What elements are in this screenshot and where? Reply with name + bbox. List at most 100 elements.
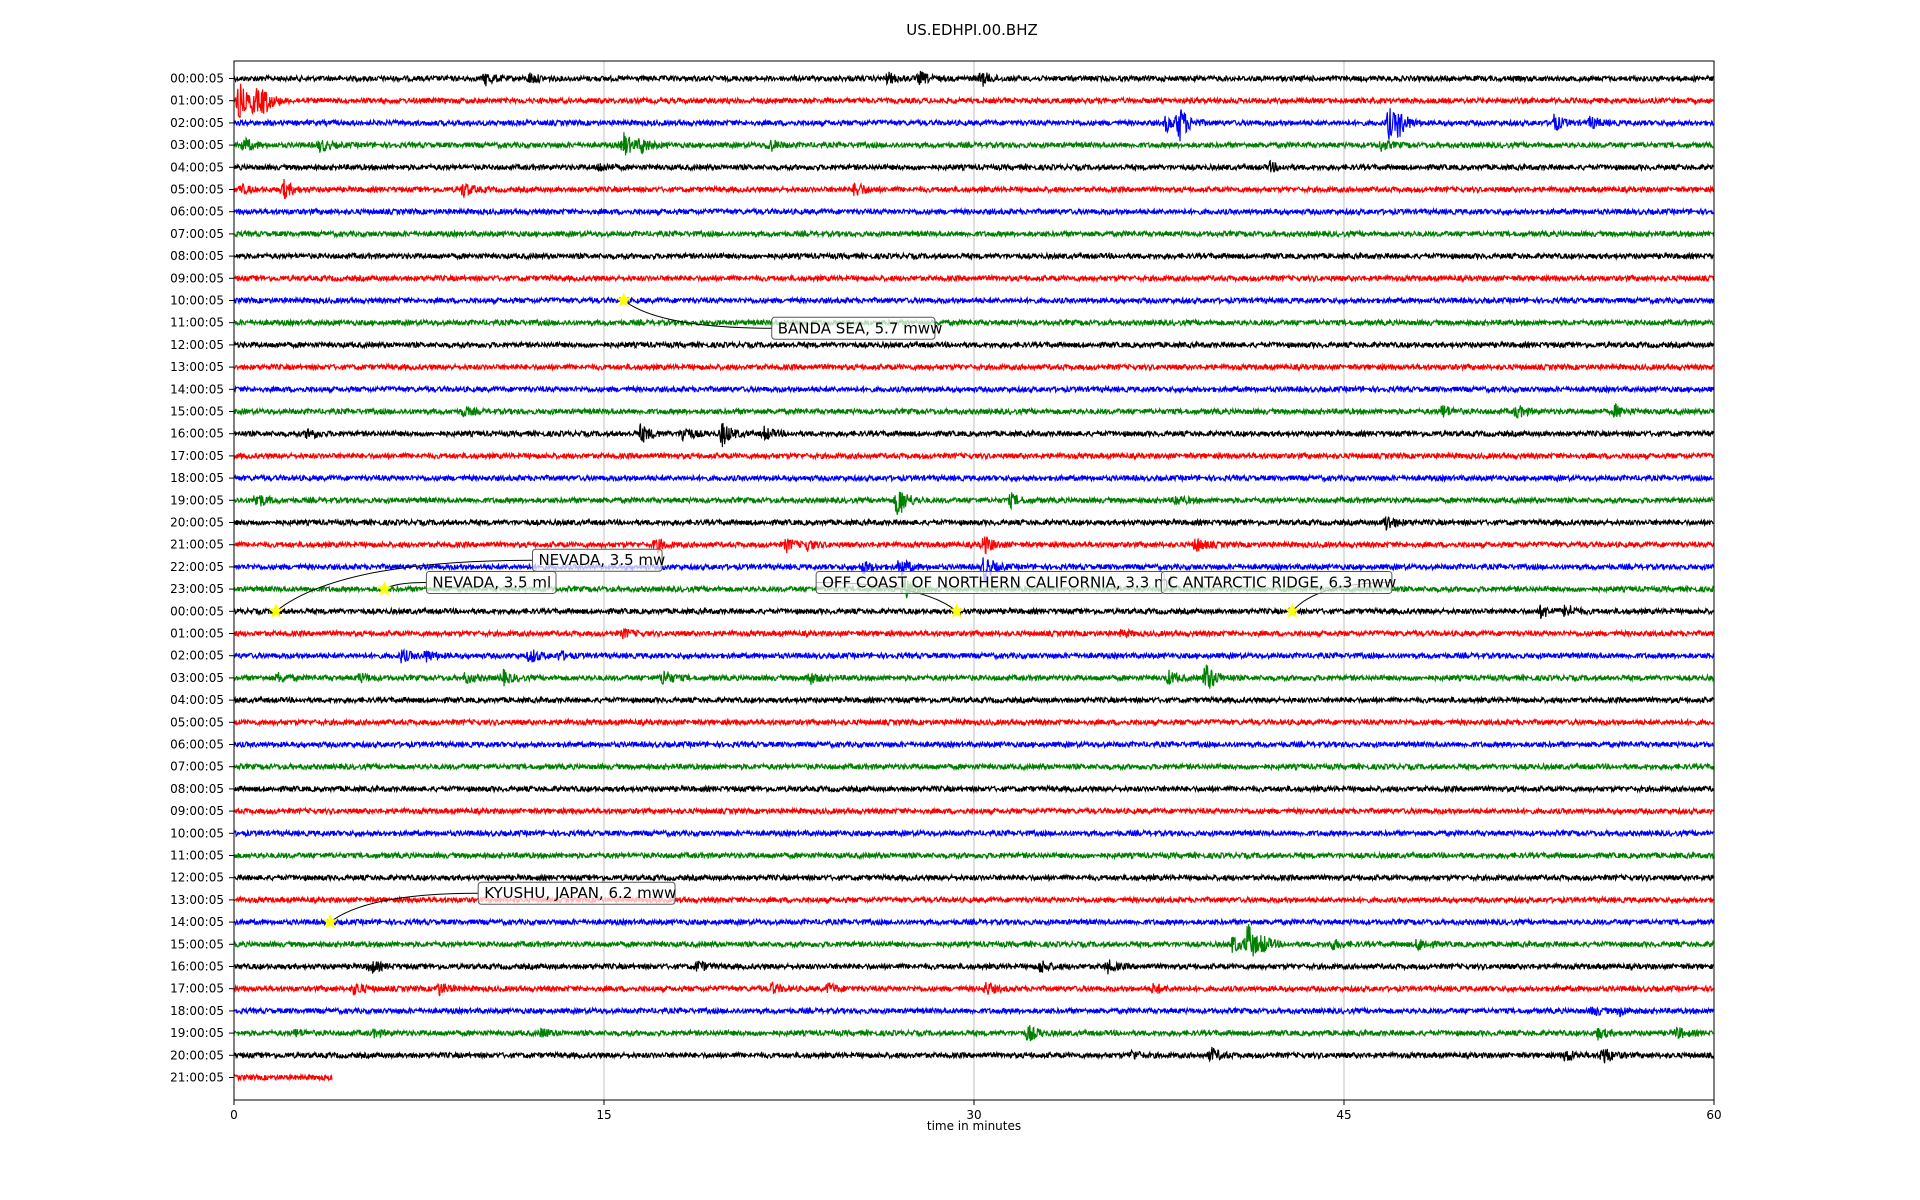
trace-line [233,627,1715,640]
y-tick-label: 19:00:05 [170,493,224,507]
event-star-icon [268,603,284,618]
event-label: OFF COAST OF NORTHERN CALIFORNIA, 3.3 ml [822,573,1173,591]
y-tick-label: 14:00:05 [170,382,224,396]
trace-line [233,604,1715,619]
y-tick-label: 16:00:05 [170,960,224,974]
trace-line [233,273,1715,284]
event-label: NEVADA, 3.5 mw [538,551,665,569]
x-tick-label: 60 [1706,1108,1721,1122]
event-annotations: BANDA SEA, 5.7 mww NEVADA, 3.5 mw NEVADA, … [268,292,1396,929]
trace-line [233,924,1715,957]
y-tick-label: 17:00:05 [170,982,224,996]
y-tick-label: 19:00:05 [170,1026,224,1040]
trace-line [233,132,1714,156]
y-tick-label: 13:00:05 [170,360,224,374]
y-tick-label: 00:00:05 [170,72,224,86]
trace-line [233,806,1715,816]
trace-line [233,959,1714,975]
y-tick-label: 13:00:05 [170,893,224,907]
seismic-traces [233,71,1715,1083]
y-tick-label: 01:00:05 [170,94,224,108]
trace-line [233,784,1715,794]
y-tick-label: 03:00:05 [170,671,224,685]
event-annotation: BANDA SEA, 5.7 mww [615,292,942,340]
trace-line [233,1024,1714,1042]
trace-line [233,251,1714,261]
y-tick-label: 16:00:05 [170,427,224,441]
y-tick-label: 06:00:05 [170,738,224,752]
y-tick-label: 15:00:05 [170,937,224,951]
trace-line [233,981,1715,997]
y-tick-label: 07:00:05 [170,760,224,774]
trace-line [233,557,1715,582]
trace-line [233,761,1715,772]
event-star-icon [615,292,632,308]
trace-line [233,1006,1715,1018]
trace-line [233,850,1715,861]
trace-line [233,179,1715,199]
trace-line [233,71,1715,87]
event-label-box [477,881,676,905]
y-tick-label: 20:00:05 [170,516,224,530]
y-tick-label: 07:00:05 [170,227,224,241]
trace-line [233,159,1714,174]
trace-line [233,516,1714,531]
y-tick-label: 09:00:05 [170,271,224,285]
trace-line [233,422,1715,448]
y-tick-label: 10:00:05 [170,294,224,308]
event-star-icon [948,603,965,618]
y-tick-label: 09:00:05 [170,804,224,818]
y-tick-label: 17:00:05 [170,449,224,463]
trace-line [233,872,1715,883]
trace-line [233,384,1715,395]
y-tick-label: 12:00:05 [170,871,224,885]
event-label-box [771,316,936,340]
trace-line [233,362,1715,372]
trace-line [233,717,1715,728]
chart-title: US.EDHPI.00.BHZ [906,21,1038,39]
y-tick-label: 08:00:05 [170,782,224,796]
event-label: NEVADA, 3.5 ml [432,573,551,591]
event-annotation: NEVADA, 3.5 ml [376,570,557,596]
trace-line [233,473,1714,483]
y-tick-labels: 00:00:05 01:00:05 02:00:05 03:00:05 04:00:05… [170,72,234,1085]
trace-line [233,206,1715,217]
event-connector [329,892,479,923]
event-label-box [531,548,663,572]
y-tick-label: 02:00:05 [170,116,224,130]
x-axis-label: time in minutes [927,1119,1021,1133]
x-tick-label: 45 [1336,1108,1351,1122]
y-tick-label: 00:00:05 [170,604,224,618]
event-star-icon [1284,603,1300,618]
x-ticks: 0 15 30 45 60 [230,1100,1722,1122]
trace-line [233,339,1715,350]
trace-line [233,695,1715,705]
trace-line [233,295,1715,306]
y-tick-label: 08:00:05 [170,249,224,263]
event-annotation: NEVADA, 3.5 mw [268,548,665,618]
event-connector [623,300,772,329]
y-tick-label: 05:00:05 [170,183,224,197]
y-tick-label: 04:00:05 [170,693,224,707]
y-tick-label: 10:00:05 [170,826,224,840]
y-tick-label: 11:00:05 [170,316,224,330]
trace-line [233,451,1714,461]
x-tick-label: 30 [966,1108,981,1122]
trace-line [233,828,1714,839]
y-tick-label: 03:00:05 [170,138,224,152]
y-tick-label: 14:00:05 [170,915,224,929]
x-tick-label: 0 [230,1108,238,1122]
y-tick-label: 18:00:05 [170,471,224,485]
event-connector [275,559,533,612]
y-tick-label: 06:00:05 [170,205,224,219]
trace-line [233,917,1715,927]
event-star-icon [322,913,338,929]
trace-line [233,403,1715,419]
trace-line [233,536,1715,555]
y-tick-label: 01:00:05 [170,627,224,641]
trace-line [233,83,1714,119]
trace-line [233,229,1715,239]
y-tick-label: 21:00:05 [170,538,224,552]
